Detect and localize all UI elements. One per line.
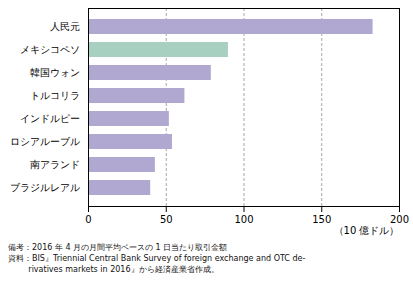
- svg-text:南アランド: 南アランド: [30, 159, 80, 170]
- svg-text:0: 0: [85, 214, 91, 225]
- svg-text:150: 150: [312, 214, 331, 225]
- html-text:rivatives markets in 2016』から経済: rivatives markets in 2016』から経済産業省作成。: [8, 265, 219, 274]
- html-text:備考：2016 年 4 月の月間平均ベースの 1 日当たり取: 備考：2016 年 4 月の月間平均ベースの 1 日当たり取引金額: [8, 243, 228, 252]
- svg-text:ロシアルーブル: ロシアルーブル: [10, 136, 80, 147]
- svg-text:韓国ウォン: 韓国ウォン: [30, 67, 80, 78]
- svg-text:ブラジルレアル: ブラジルレアル: [10, 182, 80, 193]
- svg-text:（10 億ドル）: （10 億ドル）: [334, 225, 400, 236]
- svg-text:インドルピー: インドルピー: [20, 113, 80, 124]
- svg-text:100: 100: [234, 214, 253, 225]
- html-text:資料：BIS』Triennial Central Bank: 資料：BIS』Triennial Central Bank Survey of …: [8, 254, 306, 263]
- svg-text:メキシコペソ: メキシコペソ: [20, 44, 80, 55]
- svg-text:人民元: 人民元: [50, 21, 80, 32]
- svg-text:50: 50: [160, 214, 173, 225]
- svg-text:200: 200: [390, 214, 409, 225]
- svg-text:トルコリラ: トルコリラ: [30, 90, 80, 101]
